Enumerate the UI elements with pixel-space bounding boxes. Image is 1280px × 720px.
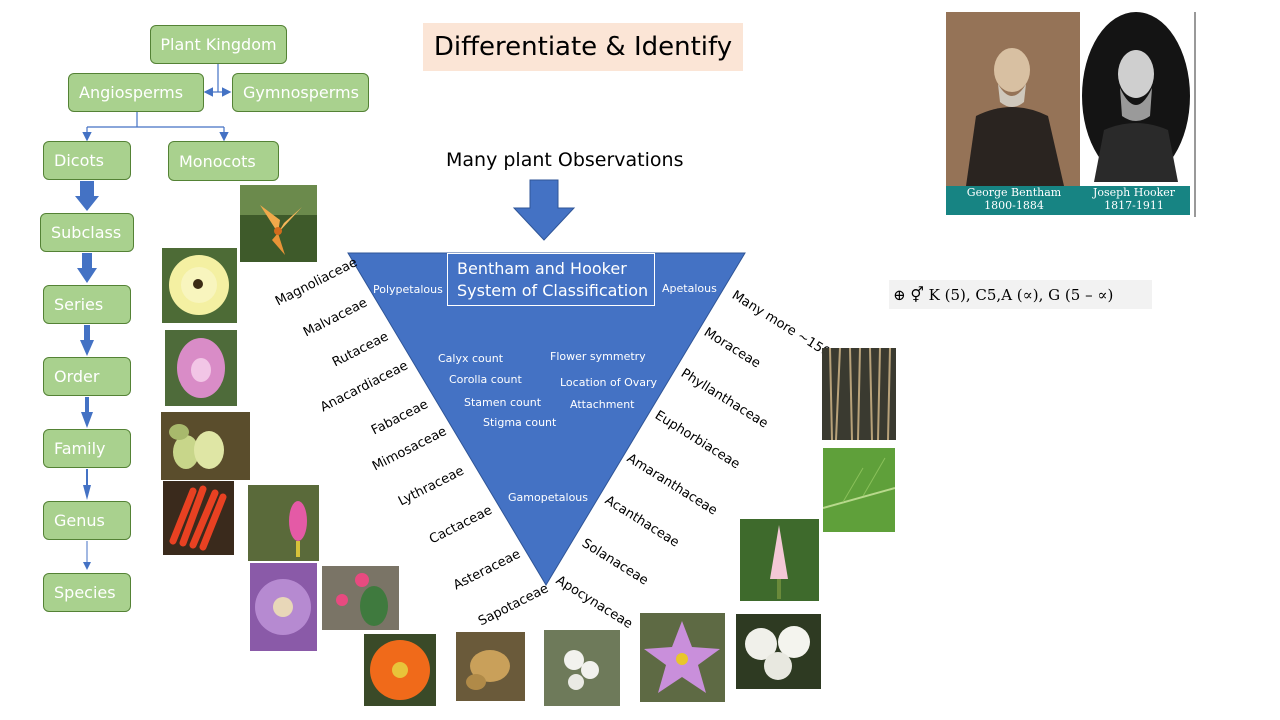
arrow-series-order [80, 325, 94, 356]
portrait-caption-band [946, 186, 1190, 215]
character-attachment: Attachment [570, 398, 635, 411]
solanaceae-flower-photo [640, 613, 725, 702]
subclass-box: Subclass [40, 213, 134, 252]
family-label: Family [54, 439, 106, 458]
amaranthaceae-flower-photo [740, 519, 819, 601]
species-box: Species [43, 573, 131, 612]
arrow-subclass-series [77, 253, 97, 283]
monocots-box: Monocots [168, 141, 279, 181]
sapotaceae-fruit-photo [456, 632, 525, 701]
dicots-box: Dicots [43, 141, 131, 180]
polypetalous-label: Polypetalous [373, 283, 443, 296]
apocynaceae-flower-photo [544, 630, 620, 706]
bentham-portrait [946, 12, 1080, 186]
anacardiaceae-fruit-photo [161, 412, 250, 480]
system-title-line2: System of Classification [457, 281, 649, 300]
order-box: Order [43, 357, 131, 396]
page-title-text: Differentiate & Identify [433, 32, 733, 62]
cactaceae-flower-photo [322, 566, 399, 630]
floral-formula: ⊕ ⚥ K (5), C5,A (∝), G (5 – ∝) [889, 280, 1152, 309]
hooker-portrait [1080, 12, 1190, 186]
hierarchy-connectors [75, 64, 232, 570]
fabaceae-flower-photo [163, 481, 234, 555]
character-corolla: Corolla count [449, 373, 522, 386]
mimosaceae-flower-photo [248, 485, 319, 561]
character-ovary-location: Location of Ovary [560, 376, 658, 389]
system-title-box: Bentham and Hooker System of Classificat… [447, 253, 655, 306]
magnolia-flower-photo [240, 185, 317, 262]
character-stigma: Stigma count [483, 416, 557, 429]
series-box: Series [43, 285, 131, 324]
order-label: Order [54, 367, 100, 386]
angiosperms-box: Angiosperms [68, 73, 204, 112]
hooker-caption: Joseph Hooker 1817-1911 [1078, 186, 1190, 212]
plant-kingdom-box: Plant Kingdom [150, 25, 287, 64]
character-flower-symmetry: Flower symmetry [550, 350, 646, 363]
bentham-caption: George Bentham 1800-1884 [954, 186, 1074, 212]
moraceae-roots-photo [822, 348, 896, 440]
bentham-name: George Bentham [966, 186, 1062, 199]
species-label: Species [54, 583, 116, 602]
genus-box: Genus [43, 501, 131, 540]
asteraceae-flower-photo [364, 634, 436, 706]
genus-label: Genus [54, 511, 105, 530]
rutaceae-flower-photo [165, 330, 237, 406]
monocots-label: Monocots [179, 151, 256, 171]
gymnosperms-label: Gymnosperms [243, 83, 359, 102]
angiosperms-label: Angiosperms [79, 83, 184, 102]
apetalous-label: Apetalous [662, 282, 717, 295]
system-title-line1: Bentham and Hooker [457, 259, 627, 278]
page-title: Differentiate & Identify [423, 23, 743, 71]
plant-kingdom-label: Plant Kingdom [160, 35, 277, 54]
observations-label: Many plant Observations [446, 149, 684, 171]
arrow-order-family [81, 397, 93, 428]
gymnosperms-box: Gymnosperms [232, 73, 369, 112]
euphorbiaceae-leaf-photo [823, 448, 895, 532]
hooker-name: Joseph Hooker [1092, 186, 1176, 199]
portraits-panel: George Bentham 1800-1884 Joseph Hooker 1… [946, 12, 1196, 217]
acanthaceae-flower-photo [736, 614, 821, 689]
dicots-label: Dicots [54, 151, 104, 170]
hooker-years: 1817-1911 [1104, 199, 1164, 212]
bentham-years: 1800-1884 [984, 199, 1044, 212]
arrow-family-genus [83, 469, 91, 500]
series-label: Series [54, 295, 104, 314]
character-stamen: Stamen count [464, 396, 542, 409]
arrow-dicots-subclass [75, 181, 99, 211]
character-calyx: Calyx count [438, 352, 504, 365]
family-box: Family [43, 429, 131, 468]
malvaceae-flower-photo [162, 248, 237, 323]
subclass-label: Subclass [51, 223, 122, 242]
gamopetalous-label: Gamopetalous [508, 491, 589, 504]
lythraceae-flower-photo [250, 563, 317, 651]
observations-down-arrow [512, 179, 576, 241]
